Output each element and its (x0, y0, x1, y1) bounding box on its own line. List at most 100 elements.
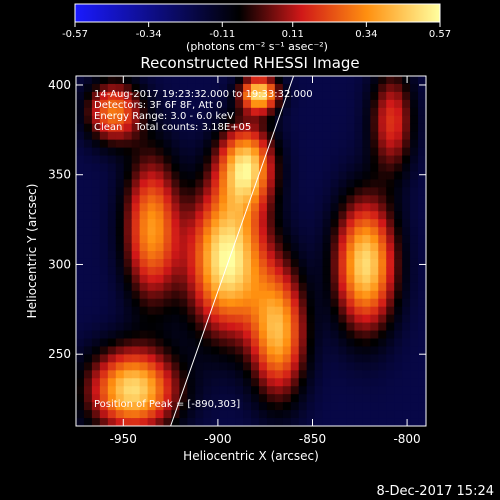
heatmap-cell (99, 346, 109, 355)
heatmap-cell (147, 139, 157, 149)
heatmap-cell (290, 402, 300, 411)
heatmap-cell (155, 139, 165, 149)
heatmap-cell (123, 147, 133, 157)
heatmap-cell (171, 147, 180, 157)
heatmap-cell (203, 211, 212, 220)
heatmap-cell (115, 211, 125, 220)
heatmap-cell (99, 83, 109, 93)
heatmap-cell (274, 386, 284, 395)
heatmap-cell (163, 91, 173, 101)
heatmap-cell (171, 227, 180, 236)
heatmap-cell (227, 314, 236, 324)
heatmap-cell (91, 258, 101, 268)
heatmap-cell (298, 211, 308, 220)
heatmap-cell (147, 187, 157, 196)
heatmap-cell (203, 274, 212, 284)
heatmap-cell (346, 91, 355, 101)
heatmap-cell (322, 243, 332, 252)
heatmap-cell (187, 91, 196, 101)
heatmap-cell (298, 227, 308, 236)
heatmap-cell (203, 179, 212, 188)
heatmap-cell (306, 227, 316, 236)
heatmap-cell (378, 219, 387, 228)
heatmap-cell (163, 179, 173, 188)
heatmap-cell (370, 107, 379, 117)
heatmap-cell (123, 203, 133, 212)
heatmap-cell (179, 354, 188, 363)
heatmap-cell (163, 107, 173, 117)
heatmap-cell (314, 76, 324, 85)
heatmap-cell (370, 76, 379, 85)
heatmap-cell (354, 155, 363, 165)
heatmap-cell (243, 227, 252, 236)
heatmap-cell (322, 274, 332, 284)
heatmap-cell (362, 386, 371, 395)
heatmap-cell (394, 211, 403, 220)
heatmap-cell (402, 219, 411, 228)
heatmap-cell (195, 76, 204, 85)
heatmap-cell (330, 346, 340, 355)
y-tick-label: 250 (48, 347, 71, 361)
heatmap-cell (76, 322, 85, 332)
heatmap-cell (91, 274, 101, 284)
heatmap-cell (123, 330, 133, 340)
heatmap-cell (251, 219, 260, 228)
heatmap-cell (131, 251, 141, 260)
heatmap-cell (171, 99, 180, 109)
heatmap-cell (227, 235, 236, 244)
heatmap-cell (107, 290, 117, 300)
heatmap-cell (139, 235, 149, 244)
heatmap-cell (410, 139, 419, 149)
heatmap-cell (195, 266, 204, 276)
heatmap-cell (346, 123, 355, 133)
heatmap-cell (76, 115, 85, 125)
heatmap-cell (362, 346, 371, 355)
heatmap-cell (83, 306, 93, 316)
heatmap-cell (314, 362, 324, 371)
heatmap-cell (346, 147, 355, 157)
heatmap-cell (171, 266, 180, 276)
heatmap-cell (115, 99, 125, 109)
heatmap-cell (386, 266, 395, 276)
heatmap-cell (298, 203, 308, 212)
heatmap-cell (139, 402, 149, 411)
heatmap-cell (211, 99, 220, 109)
heatmap-cell (394, 370, 403, 379)
heatmap-cell (203, 258, 212, 268)
heatmap-cell (362, 314, 371, 324)
heatmap-cell (91, 330, 101, 340)
heatmap-cell (314, 211, 324, 220)
heatmap-cell (147, 171, 157, 180)
annotation-detectors: Detectors: 3F 6F 8F, Att 0 (94, 100, 222, 111)
heatmap-cell (163, 282, 173, 292)
heatmap-cells (76, 76, 426, 426)
heatmap-cell (274, 139, 284, 149)
heatmap-cell (187, 187, 196, 196)
heatmap-cell (203, 131, 212, 141)
heatmap-cell (155, 410, 165, 419)
heatmap-cell (235, 362, 244, 371)
heatmap-cell (139, 243, 149, 252)
heatmap-cell (298, 123, 308, 133)
heatmap-cell (235, 330, 244, 340)
heatmap-cell (83, 378, 93, 387)
heatmap-cell (306, 203, 316, 212)
heatmap-cell (147, 91, 157, 101)
heatmap-cell (418, 91, 426, 101)
heatmap-cell (76, 179, 85, 188)
heatmap-cell (338, 115, 348, 125)
heatmap-cell (330, 155, 340, 165)
heatmap-cell (99, 107, 109, 117)
heatmap-cell (282, 107, 292, 117)
heatmap-cell (139, 418, 149, 426)
heatmap-cell (394, 298, 403, 308)
heatmap-cell (139, 147, 149, 157)
heatmap-cell (91, 163, 101, 173)
heatmap-cell (179, 243, 188, 252)
heatmap-cell (386, 219, 395, 228)
heatmap-cell (410, 362, 419, 371)
heatmap-cell (330, 76, 340, 85)
heatmap-cell (139, 274, 149, 284)
heatmap-cell (394, 410, 403, 419)
heatmap-cell (314, 139, 324, 149)
